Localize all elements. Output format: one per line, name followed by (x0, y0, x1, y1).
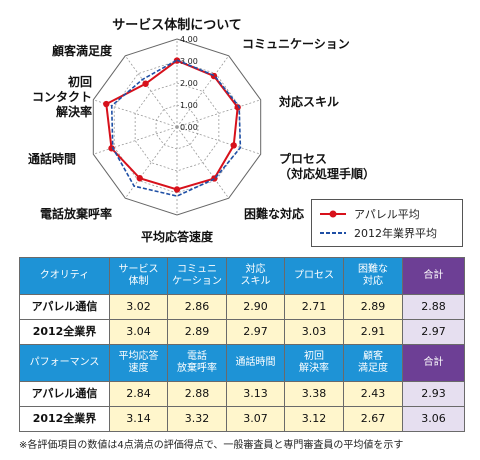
tick-label: 3.00 (180, 57, 198, 66)
row-label: アパレル通信 (19, 381, 110, 407)
footnote: ※各評価項目の数値は4点満点の評価得点で、一般審査員と専門審査員の平均値を示す (19, 440, 404, 451)
table-cell: 2.91 (343, 319, 403, 345)
series-point-apparel (173, 186, 181, 193)
table-cell: 3.32 (167, 406, 227, 432)
axis-label: 顧客満足度 (52, 43, 113, 58)
axis-label: 困難な対応 (244, 206, 304, 221)
table-header-cell: パフォーマンス (19, 344, 110, 382)
table-cell: 2.84 (109, 381, 168, 407)
table-header-total: 合計 (402, 344, 465, 382)
total-cell: 2.88 (402, 294, 465, 320)
table-cell: 2.86 (167, 294, 227, 320)
chart-legend: アパレル平均 2012年業界平均 (311, 199, 463, 247)
grid-spoke (176, 99, 261, 128)
table-header-cell: 電話 放棄呼率 (167, 344, 227, 382)
table-cell: 3.07 (226, 406, 285, 432)
table-header-cell: 顧客 満足度 (343, 344, 403, 382)
grid-spoke (93, 126, 178, 155)
legend-label-apparel: アパレル平均 (354, 208, 420, 221)
table-header-cell: 平均応答 速度 (109, 344, 168, 382)
table-cell: 2.97 (226, 319, 285, 345)
table-cell: 3.04 (109, 319, 168, 345)
row-label: 2012全業界 (19, 406, 110, 432)
table-cell: 2.89 (167, 319, 227, 345)
total-cell: 2.93 (402, 381, 465, 407)
table-row: アパレル通信 3.02 2.86 2.90 2.71 2.89 2.88 (19, 294, 465, 320)
table-header-cell: コミュニ ケーション (167, 257, 227, 295)
legend-swatch-apparel (320, 210, 346, 218)
table-cell: 2.88 (167, 381, 227, 407)
row-label: アパレル通信 (19, 294, 110, 320)
table-header-total: 合計 (402, 257, 465, 295)
table-cell: 2.67 (343, 406, 403, 432)
tick-label: 2.00 (180, 79, 198, 88)
row-label: 2012全業界 (19, 319, 110, 345)
table-header-cell: 通話時間 (226, 344, 285, 382)
axis-label: 通話時間 (28, 151, 76, 166)
grid-spoke (176, 55, 230, 128)
quality-header-row: クオリティ サービス 体制 コミュニ ケーション 対応 スキル プロセス 困難な… (19, 257, 465, 295)
grid-spoke (124, 55, 178, 128)
table-row: 2012全業界 3.04 2.89 2.97 3.03 2.91 2.97 (19, 319, 465, 345)
total-cell: 2.97 (402, 319, 465, 345)
table-cell: 3.03 (284, 319, 344, 345)
table-cell: 2.90 (226, 294, 285, 320)
table-header-cell: プロセス (284, 257, 344, 295)
score-table: クオリティ サービス 体制 コミュニ ケーション 対応 スキル プロセス 困難な… (19, 257, 465, 432)
tick-label: 4.00 (180, 35, 198, 44)
axis-label: サービス体制について (112, 17, 242, 33)
radar-chart: 0.00 1.00 2.00 3.00 4.00 サービス体制について コミュニケーション対… (28, 17, 463, 247)
series-point-apparel (103, 100, 110, 108)
table-row: アパレル通信 2.84 2.88 3.13 3.38 2.43 2.93 (19, 381, 465, 407)
axis-label: 平均応答速度 (141, 229, 214, 244)
axis-label: コミュニケーション (242, 37, 350, 51)
table-cell: 2.43 (343, 381, 403, 407)
table-cell: 3.12 (284, 406, 344, 432)
table-header-cell: 初回 解決率 (284, 344, 344, 382)
grid-ring (134, 82, 220, 172)
total-cell: 3.06 (402, 406, 465, 432)
series-line-industry (110, 59, 242, 197)
table-cell: 3.38 (284, 381, 344, 407)
table-cell: 3.02 (109, 294, 168, 320)
tick-label: 0.00 (180, 123, 198, 132)
table-header-cell: サービス 体制 (109, 257, 168, 295)
legend-label-industry: 2012年業界平均 (354, 227, 437, 240)
axis-label: 初回コンタクト解決率 (32, 74, 92, 119)
tick-label: 1.00 (180, 101, 198, 110)
table-cell: 3.13 (226, 381, 285, 407)
radar-chart-svg: 0.00 1.00 2.00 3.00 4.00 サービス体制についてコミュニケーション対… (28, 17, 375, 244)
grid-ring (155, 104, 199, 150)
legend-item-industry: 2012年業界平均 (318, 225, 437, 241)
table-cell: 3.14 (109, 406, 168, 432)
table-header-cell: クオリティ (19, 257, 110, 295)
table-cell: 2.71 (284, 294, 344, 320)
series-point-apparel (234, 104, 241, 111)
axis-label: 電話放棄呼率 (40, 206, 112, 221)
axis-label: プロセス（対応処理手順） (279, 151, 375, 181)
table-header-cell: 困難な 対応 (343, 257, 403, 295)
series-point-apparel (230, 142, 237, 149)
series-point-apparel (142, 80, 149, 87)
legend-swatch-industry (320, 232, 346, 234)
table-row: 2012全業界 3.14 3.32 3.07 3.12 2.67 3.06 (19, 406, 465, 432)
series-point-apparel (136, 175, 143, 182)
axis-label: 対応スキル (278, 94, 339, 109)
table-header-cell: 対応 スキル (226, 257, 285, 295)
grid-ring (92, 38, 262, 216)
table-cell: 2.89 (343, 294, 403, 320)
grid-spoke (176, 126, 230, 199)
performance-header-row: パフォーマンス 平均応答 速度 電話 放棄呼率 通話時間 初回 解決率 顧客 満… (19, 344, 465, 382)
grid-spoke (176, 126, 261, 155)
legend-item-apparel: アパレル平均 (318, 206, 420, 222)
